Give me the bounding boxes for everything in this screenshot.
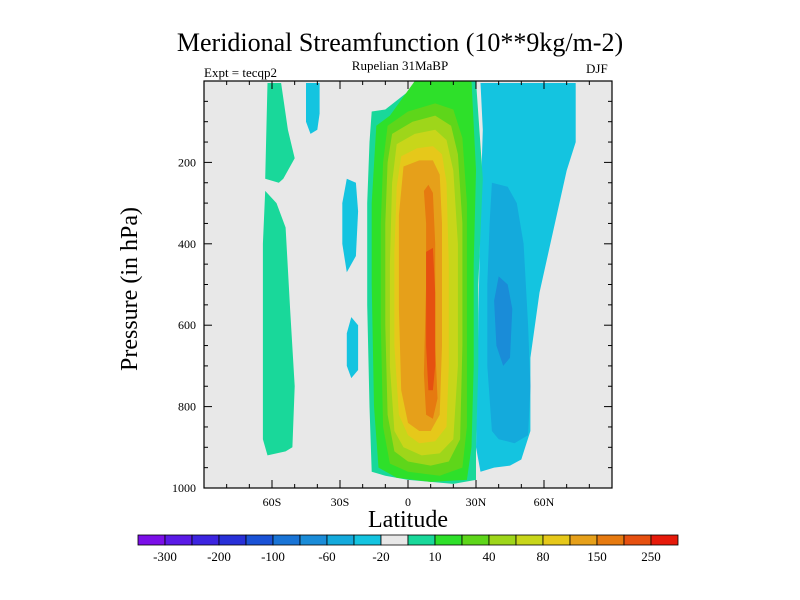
colorbar-box-10 [407, 534, 436, 546]
colorbar-box-17 [596, 534, 625, 546]
colorbar-box-6 [299, 534, 328, 546]
colorbar-label-6: 40 [483, 549, 496, 564]
y-axis-label: Pressure (in hPa) [117, 207, 143, 371]
y-tick-label-3: 800 [178, 400, 196, 414]
colorbar-label-7: 80 [537, 549, 550, 564]
colorbar-box-9 [380, 534, 409, 546]
colorbar-box-4 [245, 534, 274, 546]
chart-title: Meridional Streamfunction (10**9kg/m-2) [176, 28, 624, 57]
colorbar-label-4: -20 [372, 549, 389, 564]
x-tick-label-4: 60N [534, 495, 555, 509]
contour-region-4 [346, 317, 359, 379]
x-tick-label-1: 30S [331, 495, 350, 509]
y-tick-label-0: 200 [178, 155, 196, 169]
contour-region-7 [494, 276, 513, 366]
y-tick-label-1: 400 [178, 237, 196, 251]
y-tick-label-2: 600 [178, 318, 196, 332]
colorbar-box-15 [542, 534, 571, 546]
experiment-label: Expt = tecqp2 [204, 65, 278, 80]
x-tick-label-3: 30N [466, 495, 487, 509]
x-tick-label-0: 60S [263, 495, 282, 509]
x-axis-label: Latitude [368, 507, 448, 533]
colorbar-box-19 [650, 534, 679, 546]
colorbar-box-5 [272, 534, 301, 546]
colorbar-label-1: -200 [207, 549, 231, 564]
colorbar-box-2 [191, 534, 220, 546]
y-tick-label-4: 1000 [172, 481, 196, 495]
colorbar-label-8: 150 [587, 549, 607, 564]
chart-subtitle: Rupelian 31MaBP [351, 58, 449, 73]
contour-fill-layer [262, 81, 576, 484]
colorbar-box-13 [488, 534, 517, 546]
colorbar-box-8 [353, 534, 382, 546]
colorbar-label-0: -300 [153, 549, 177, 564]
colorbar-box-7 [326, 534, 355, 546]
colorbar: -300 -200 -100 -60 -20 10 40 80 150 250 [137, 534, 679, 564]
contour-region-3 [342, 178, 359, 273]
colorbar-box-11 [434, 534, 463, 546]
contour-region-0 [265, 83, 295, 183]
colorbar-box-14 [515, 534, 544, 546]
season-label: DJF [586, 61, 608, 76]
colorbar-box-18 [623, 534, 652, 546]
x-tick-label-2: 0 [405, 495, 411, 509]
colorbar-label-3: -60 [318, 549, 335, 564]
colorbar-box-12 [461, 534, 490, 546]
contour-region-2 [306, 83, 320, 134]
contour-region-16 [426, 247, 436, 391]
colorbar-label-5: 10 [429, 549, 442, 564]
contour-region-1 [262, 190, 295, 456]
colorbar-box-3 [218, 534, 247, 546]
colorbar-box-0 [137, 534, 166, 546]
colorbar-label-2: -100 [261, 549, 285, 564]
x-axis: 60S 30S 0 30N 60N [226, 81, 590, 509]
colorbar-label-9: 250 [641, 549, 661, 564]
colorbar-box-16 [569, 534, 598, 546]
colorbar-box-1 [164, 534, 193, 546]
y-axis: 200 400 600 800 1000 [172, 100, 612, 495]
